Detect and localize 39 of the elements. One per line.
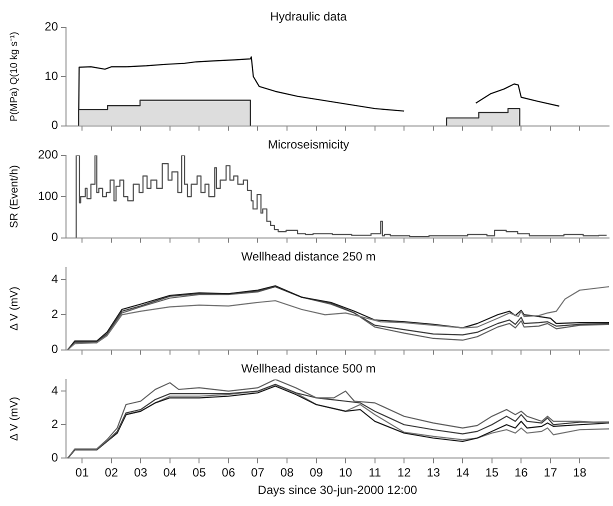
y-tick-label: 0 [51,118,58,132]
y-tick-label: 0 [51,450,58,465]
x-tick-label: 14 [456,466,470,480]
y-tick-label: 2 [51,307,58,322]
x-tick-label: 10 [338,466,353,480]
x-tick-label: 18 [573,466,587,480]
x-tick-label: 13 [426,466,440,480]
x-axis-title: Days since 30-jun-2000 12:00 [258,483,418,498]
x-tick-label: 11 [368,466,382,480]
y-axis-title: SR (Event/h) [8,165,21,228]
chart-title: Hydraulic data [270,10,348,24]
x-tick-label: 09 [310,466,324,480]
x-tick-label: 01 [75,466,90,480]
x-tick-label: 04 [163,466,177,480]
y-axis-title: P(MPa) Q(10 kg s⁻¹) [8,32,20,122]
y-tick-label: 0 [51,342,58,356]
y-axis-title: Δ V (mV) [8,396,21,441]
y-tick-label: 4 [51,383,58,398]
y-tick-label: 200 [38,148,58,162]
y-tick-label: 10 [44,68,58,83]
chart-title: Wellhead distance 500 m [241,362,376,376]
x-tick-label: 08 [280,466,294,480]
x-tick-label: 15 [485,466,499,480]
x-tick-label: 07 [251,466,265,480]
chart-title: Wellhead distance 250 m [241,250,376,264]
x-tick-label: 03 [134,466,148,480]
y-tick-label: 4 [51,272,58,286]
chart-title: Microseismicity [268,138,350,152]
x-tick-label: 02 [104,466,118,480]
x-tick-label: 05 [192,466,206,480]
y-tick-label: 0 [51,230,58,244]
x-tick-label: 06 [222,466,236,480]
y-tick-label: 100 [38,188,58,203]
y-axis-title: Δ V (mV) [8,286,21,331]
x-tick-label: 16 [514,466,528,480]
x-tick-label: 12 [397,466,412,480]
x-tick-label: 17 [544,466,558,480]
y-tick-label: 2 [51,416,58,431]
y-tick-label: 20 [44,20,58,34]
